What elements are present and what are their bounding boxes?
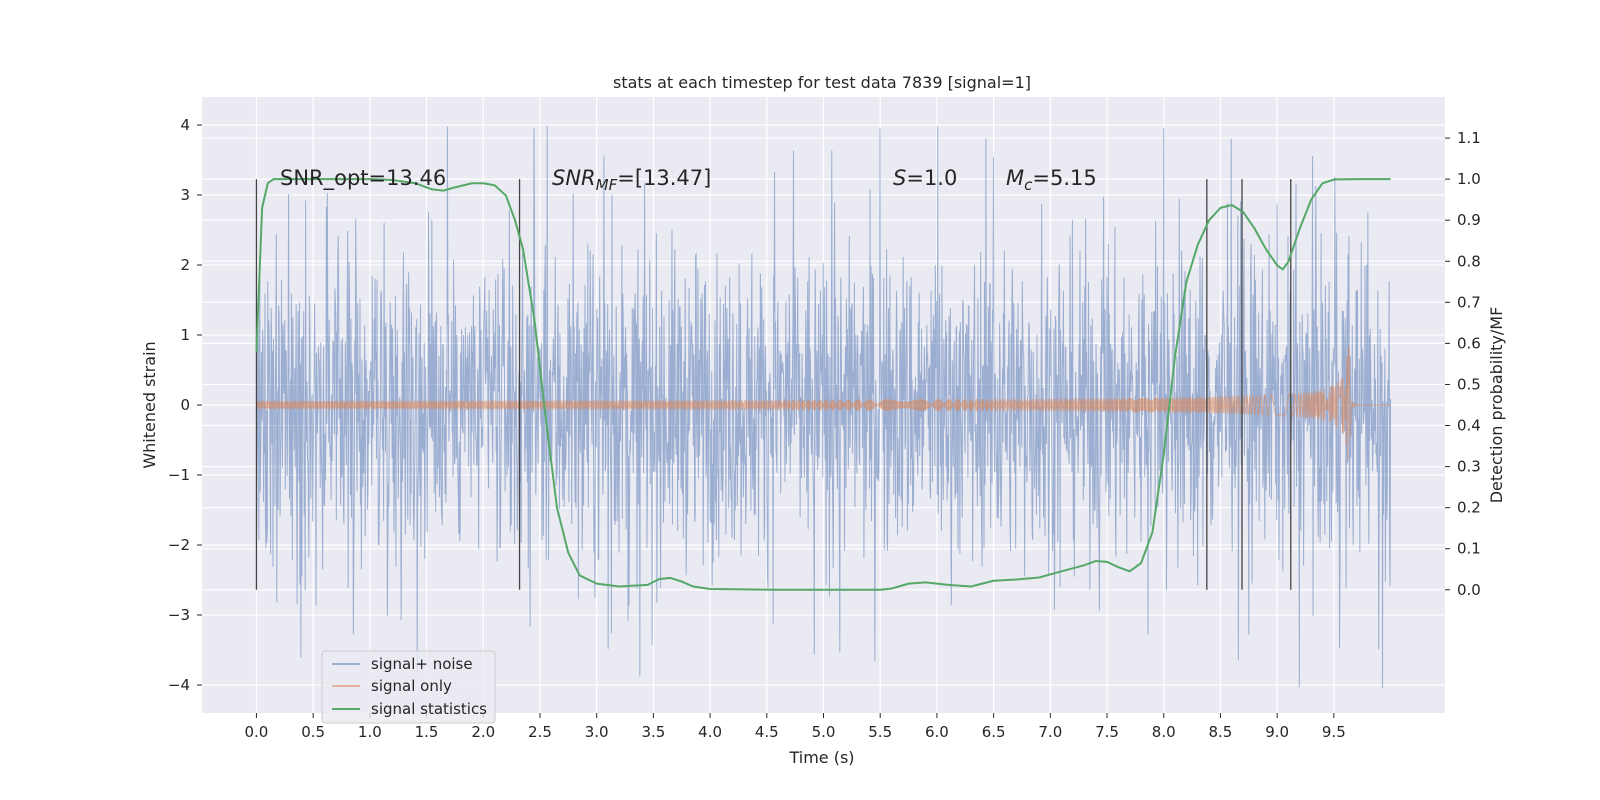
y2-axis-label: Detection probability/MF: [1487, 307, 1506, 504]
y2-tick-label-0: 0.0: [1457, 581, 1481, 599]
y2-tick-label-7: 0.7: [1457, 293, 1481, 311]
x-tick-label-11: 5.5: [868, 723, 892, 741]
x-tick-label-19: 9.5: [1322, 723, 1346, 741]
mc-value: =5.15: [1032, 166, 1096, 190]
y-tick-label-5: 1: [180, 326, 190, 344]
signal-only-line: [255, 345, 1391, 461]
x-tick-label-18: 9.0: [1265, 723, 1289, 741]
x-tick-label-8: 4.0: [698, 723, 722, 741]
y2-tick-label-5: 0.5: [1457, 375, 1481, 393]
y-tick-label-3: −1: [168, 466, 190, 484]
s-symbol: S: [893, 166, 906, 190]
x-tick-label-4: 2.0: [471, 723, 495, 741]
y2-tick-label-10: 1.0: [1457, 170, 1481, 188]
y-tick-label-0: −4: [168, 676, 190, 694]
x-tick-label-7: 3.5: [641, 723, 665, 741]
y-tick-label-7: 3: [180, 186, 190, 204]
y2-tick-label-6: 0.6: [1457, 334, 1481, 352]
snr-mf-subscript: MF: [596, 176, 618, 194]
annotation-snr-opt: SNR_opt=13.46: [280, 166, 446, 191]
series-signal-statistics: [255, 178, 1391, 591]
legend-label-signal-statistics: signal statistics: [371, 700, 487, 718]
vertical-markers: [255, 179, 1292, 590]
x-tick-label-12: 6.0: [925, 723, 949, 741]
x-tick-label-6: 3.0: [585, 723, 609, 741]
x-tick-label-16: 8.0: [1152, 723, 1176, 741]
y2-tick-label-11: 1.1: [1457, 129, 1481, 147]
y-tick-label-2: −2: [168, 536, 190, 554]
y2-tick-labels: 0.0 0.1 0.2 0.3 0.4 0.5 0.6 0.7 0.8 0.9 1.0 1.1: [1445, 129, 1481, 599]
legend-label-signal-only: signal only: [371, 677, 452, 695]
y2-tick-label-2: 0.2: [1457, 499, 1481, 517]
y-tick-label-4: 0: [180, 396, 190, 414]
y2-tick-label-1: 0.1: [1457, 540, 1481, 558]
y-tick-label-1: −3: [168, 606, 190, 624]
y2-tick-label-3: 0.3: [1457, 458, 1481, 476]
x-tick-label-10: 5.0: [812, 723, 836, 741]
x-tick-label-14: 7.0: [1038, 723, 1062, 741]
legend-box: [321, 650, 496, 724]
y2-tick-label-4: 0.4: [1457, 417, 1481, 435]
x-tick-label-17: 8.5: [1209, 723, 1233, 741]
chart-title: stats at each timestep for test data 783…: [613, 73, 1031, 92]
y-tick-labels: −4 −3 −2 −1 0 1 2 3 4: [168, 116, 202, 694]
x-tick-labels: 0.0 0.5 1.0 1.5 2.0 2.5 3.0 3.5 4.0 4.5 5.0 5.5 6.0 6…: [245, 713, 1346, 741]
y-tick-label-8: 4: [180, 116, 190, 134]
annotation-s: S=1.0: [893, 166, 957, 190]
y2-tick-label-8: 0.8: [1457, 252, 1481, 270]
annotation-snr-mf: SNRMF=[13.47]: [552, 166, 711, 194]
x-tick-label-1: 0.5: [301, 723, 325, 741]
y-axis-label: Whitened strain: [140, 341, 159, 468]
x-tick-label-5: 2.5: [528, 723, 552, 741]
s-value: =1.0: [906, 166, 957, 190]
x-tick-label-13: 6.5: [982, 723, 1006, 741]
x-tick-label-15: 7.5: [1095, 723, 1119, 741]
mc-subscript: c: [1024, 176, 1033, 194]
x-tick-label-2: 1.0: [358, 723, 382, 741]
legend: signal+ noise signal only signal statist…: [321, 650, 496, 724]
signal-statistics-line: [255, 178, 1391, 591]
legend-label-signal-plus-noise: signal+ noise: [371, 655, 473, 673]
series-signal-only: [255, 345, 1391, 461]
x-axis-label: Time (s): [788, 748, 854, 767]
x-tick-label-0: 0.0: [245, 723, 269, 741]
x-tick-label-9: 4.5: [755, 723, 779, 741]
annotation-mc: Mc=5.15: [1006, 166, 1097, 194]
mc-symbol: M: [1006, 166, 1024, 190]
x-tick-label-3: 1.5: [415, 723, 439, 741]
snr-mf-symbol: SNR: [552, 166, 596, 190]
snr-mf-value: =[13.47]: [617, 166, 711, 190]
y2-tick-label-9: 0.9: [1457, 211, 1481, 229]
y-tick-label-6: 2: [180, 256, 190, 274]
